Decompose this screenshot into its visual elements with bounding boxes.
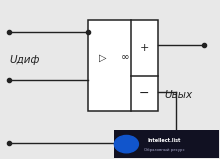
- Text: ∞: ∞: [120, 52, 129, 62]
- Bar: [114, 130, 219, 158]
- Circle shape: [114, 135, 138, 153]
- Bar: [88, 20, 158, 111]
- Text: Uвых: Uвых: [165, 90, 193, 100]
- Text: Образовный ресурс: Образовный ресурс: [144, 148, 185, 152]
- Text: Intellect.list: Intellect.list: [148, 138, 181, 143]
- Text: −: −: [139, 87, 150, 100]
- Text: +: +: [140, 43, 149, 53]
- Text: ▷: ▷: [99, 52, 107, 62]
- Text: Uдиф: Uдиф: [9, 55, 40, 65]
